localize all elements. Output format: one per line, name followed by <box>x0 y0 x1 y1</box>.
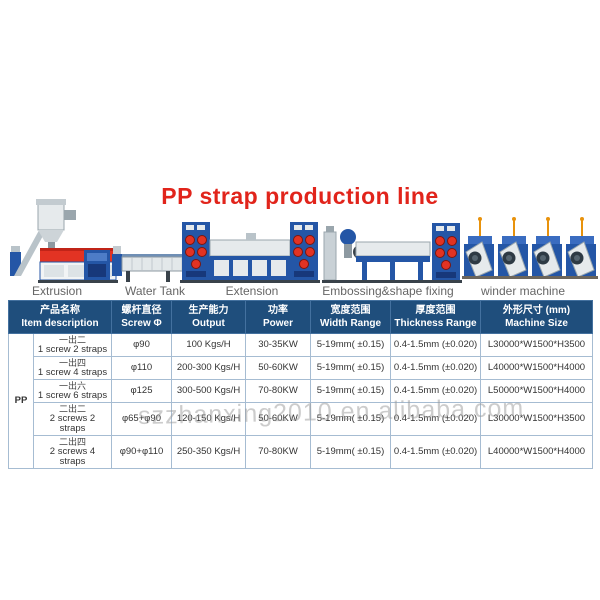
power-cell: 50-60KW <box>245 402 311 436</box>
col-header: 功率 Power <box>245 300 311 334</box>
width-range-cell: 5-19mm( ±0.15) <box>310 379 391 403</box>
table-row: 一出六 1 screw 6 straps φ125 300-500 Kgs/H 70-8… <box>9 379 593 403</box>
screw-cell: φ90+φ110 <box>111 435 172 469</box>
item-description-cell: 一出六 1 screw 6 straps <box>33 379 112 403</box>
table-row: 二出四 2 screws 4 straps φ90+φ110 250-350 Kgs/… <box>9 435 593 469</box>
output-cell: 120-150 Kgs/H <box>171 402 246 436</box>
output-cell: 200-300 Kgs/H <box>171 356 246 380</box>
thickness-range-cell: 0.4-1.5mm (±0.020) <box>390 435 481 469</box>
label-embossing: Embossing&shape fixing <box>322 284 454 298</box>
machinery-drawing <box>10 199 599 283</box>
machine-size-cell: L40000*W1500*H4000 <box>480 356 593 380</box>
thickness-range-cell: 0.4-1.5mm (±0.020) <box>390 379 481 403</box>
table-row: PP 一出二 1 screw 2 straps φ90 100 Kgs/H 30-35KW… <box>8 333 593 469</box>
group-label-cell: PP <box>8 333 34 469</box>
item-description-cell: 二出四 2 screws 4 straps <box>33 435 112 469</box>
output-cell: 100 Kgs/H <box>171 333 246 357</box>
production-line-illustration: Extrusion Water Tank Extension Embossing… <box>0 192 600 304</box>
screw-cell: φ110 <box>111 356 172 380</box>
label-extrusion: Extrusion <box>31 284 83 298</box>
embossing-machine <box>322 222 462 283</box>
screw-cell: φ90 <box>111 333 172 357</box>
table-row: 一出四 1 screw 4 straps φ110 200-300 Kgs/H 50-6… <box>9 356 593 380</box>
thickness-range-cell: 0.4-1.5mm (±0.020) <box>390 356 481 380</box>
col-header: 外形尺寸 (mm) Machine Size <box>480 300 593 334</box>
col-header: 螺杆直径 Screw Φ <box>111 300 172 334</box>
spec-table: 产品名称 Item description 螺杆直径 Screw Φ 生产能力 Outpu… <box>8 300 593 469</box>
col-header: 厚度范围 Thickness Range <box>390 300 481 334</box>
width-range-cell: 5-19mm( ±0.15) <box>310 356 391 380</box>
spec-table-body: PP 一出二 1 screw 2 straps φ90 100 Kgs/H 30-35KW… <box>8 333 593 469</box>
screw-cell: φ125 <box>111 379 172 403</box>
output-cell: 300-500 Kgs/H <box>171 379 246 403</box>
spec-table-head-row: 产品名称 Item description 螺杆直径 Screw Φ 生产能力 Outpu… <box>8 300 593 334</box>
width-range-cell: 5-19mm( ±0.15) <box>310 435 391 469</box>
col-header: 产品名称 Item description <box>8 300 112 334</box>
thickness-range-cell: 0.4-1.5mm (±0.020) <box>390 333 481 357</box>
col-header: 宽度范围 Width Range <box>310 300 391 334</box>
power-cell: 30-35KW <box>245 333 311 357</box>
label-extension: Extension <box>225 284 279 298</box>
power-cell: 70-80KW <box>245 435 311 469</box>
power-cell: 50-60KW <box>245 356 311 380</box>
screw-cell: φ65+φ90 <box>111 402 172 436</box>
col-header: 生产能力 Output <box>171 300 246 334</box>
width-range-cell: 5-19mm( ±0.15) <box>310 402 391 436</box>
width-range-cell: 5-19mm( ±0.15) <box>310 333 391 357</box>
extrusion-machine <box>10 199 118 283</box>
machine-size-cell: L40000*W1500*H4000 <box>480 435 593 469</box>
table-row: 二出二 2 screws 2 straps φ65+φ90 120-150 Kgs/H… <box>9 402 593 436</box>
winder-machines <box>461 216 599 280</box>
machine-size-cell: L50000*W1500*H4000 <box>480 379 593 403</box>
power-cell: 70-80KW <box>245 379 311 403</box>
item-description-cell: 二出二 2 screws 2 straps <box>33 402 112 436</box>
item-description-cell: 一出四 1 screw 4 straps <box>33 356 112 380</box>
page-title: PP strap production line <box>161 183 439 209</box>
item-description-cell: 一出二 1 screw 2 straps <box>33 333 112 357</box>
thickness-range-cell: 0.4-1.5mm (±0.020) <box>390 402 481 436</box>
label-water-tank: Water Tank <box>124 284 186 298</box>
label-winder-machine: winder machine <box>480 284 566 298</box>
extension-machine <box>180 221 320 283</box>
output-cell: 250-350 Kgs/H <box>171 435 246 469</box>
machine-size-cell: L30000*W1500*H3500 <box>480 402 593 436</box>
machine-size-cell: L30000*W1500*H3500 <box>480 333 593 357</box>
